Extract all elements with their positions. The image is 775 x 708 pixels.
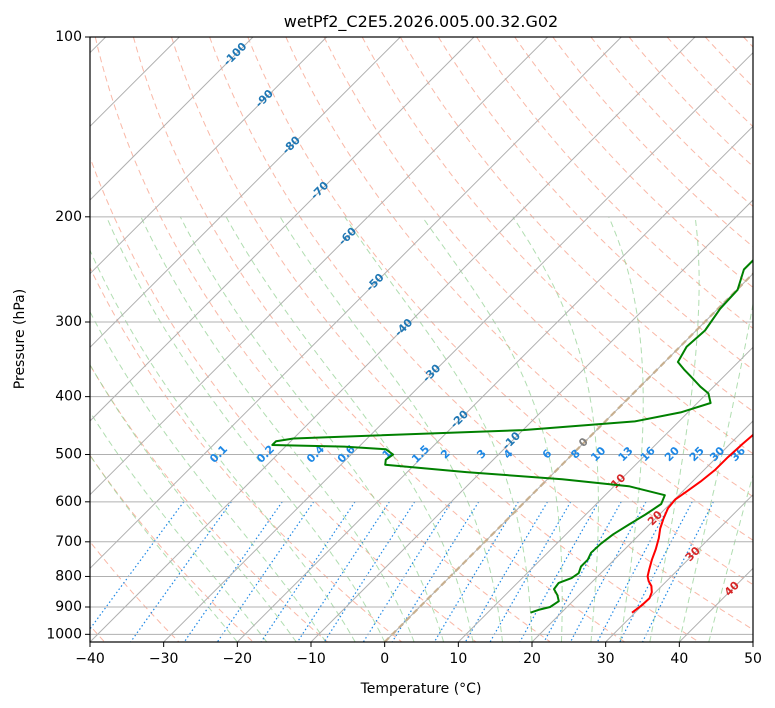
y-axis-ticks: 100 200 300 400 500 600 700 800 900 1000 [46,29,90,642]
x-tick-label: 40 [670,651,688,667]
moist-adiabat [421,216,563,642]
plot-frame [89,36,754,643]
dry-adiabat [361,37,753,455]
moist-adiabat [649,216,700,642]
isotherm-line [605,493,753,642]
x-tick-label: −10 [296,651,326,667]
y-tick-label: 600 [55,494,82,510]
isotherm-line [90,37,622,570]
y-tick-label: 400 [55,389,82,405]
mixing-ratio-line [216,501,315,642]
moist-adiabat [90,454,238,642]
isotherm-line [90,37,475,422]
moist-adiabat [279,216,503,642]
mixing-ratio-lines [90,501,714,642]
x-tick-label: 20 [523,651,541,667]
mixing-ratio-line [323,501,416,642]
mixing-ratio-line [433,501,519,642]
x-tick-label: −30 [149,651,179,667]
dry-adiabat [209,37,753,631]
zero-isotherm-line [383,272,753,642]
isotherm-line [163,51,753,642]
y-tick-label: 500 [55,447,82,463]
mixing-ratio-line [183,501,283,642]
isotherm-line [90,37,401,349]
isotherm-line [90,37,328,275]
y-tick-label: 100 [55,29,82,45]
dry-adiabat [132,37,625,642]
moist-adiabat [140,216,415,642]
moist-adiabat [608,216,644,642]
dry-adiabat [171,37,700,642]
mixing-ratio-line [569,501,647,642]
y-tick-label: 300 [55,314,82,330]
dry-adiabat [247,37,753,586]
x-tick-label: 0 [380,651,389,667]
isotherm-line [236,125,753,642]
mixing-ratio-line [596,501,672,642]
moist-adiabat [512,216,599,642]
mixing-ratio-line [90,501,185,630]
y-tick-label: 800 [55,568,82,584]
y-tick-label: 900 [55,599,82,615]
y-tick-label: 700 [55,534,82,550]
dry-adiabat [90,540,180,642]
x-tick-label: 50 [744,651,762,667]
x-axis-title: Temperature (°C) [360,681,482,697]
dry-adiabat [90,266,403,642]
moist-adiabat [179,216,445,642]
isotherm-line [90,37,696,642]
mixing-ratio-line [642,501,714,642]
moist-adiabat [90,249,356,642]
moist-adiabat [344,216,533,642]
moist-adiabat [678,301,753,642]
isotherm-line [90,37,549,496]
skewed-isotherms [90,37,753,642]
moist-adiabat [90,363,297,642]
dewpoint-profile [271,258,753,614]
x-tick-label: 10 [449,651,467,667]
x-tick-label: −20 [223,651,253,667]
mixing-ratio-line [296,501,390,642]
mixing-ratio-line [130,501,232,642]
mixing-ratio-line [464,501,549,642]
dry-adiabats [90,37,753,642]
moist-adiabat [90,411,268,642]
isotherm-line [457,346,753,642]
mixing-ratio-line [489,501,572,642]
sounding-profiles [271,258,753,614]
dry-adiabat [90,155,477,642]
dry-adiabat [94,37,551,642]
isotherm-line [310,199,753,642]
temperature-profile [631,433,753,614]
moist-adiabat [225,216,474,642]
chart-title: wetPf2_C2E5.2026.005.00.32.G02 [284,12,558,32]
dry-adiabat [90,364,328,642]
x-tick-label: 30 [597,651,615,667]
pressure-gridlines [90,37,753,635]
y-tick-label: 1000 [46,626,82,642]
isotherm-line [531,420,753,642]
y-tick-label: 200 [55,209,82,225]
x-axis-ticks: −40 −30 −20 −10 0 10 20 30 40 50 [75,642,762,667]
moist-adiabats [90,216,753,642]
dry-adiabat [514,37,753,289]
dry-adiabat [285,37,753,541]
moist-adiabat [90,310,327,642]
y-axis-title: Pressure (hPa) [12,289,28,389]
mixing-ratio-line [619,501,693,642]
isotherm-line [90,37,254,201]
dry-adiabat [399,37,753,413]
x-tick-label: −40 [75,651,105,667]
